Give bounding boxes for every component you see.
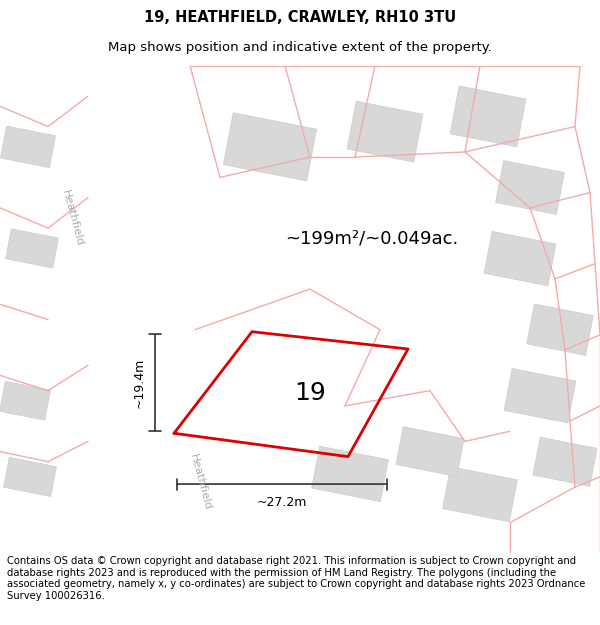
Text: Heathfield: Heathfield (188, 452, 212, 511)
Polygon shape (223, 112, 317, 181)
Polygon shape (50, 66, 155, 553)
Polygon shape (443, 467, 517, 522)
Polygon shape (533, 437, 597, 486)
Text: 19, HEATHFIELD, CRAWLEY, RH10 3TU: 19, HEATHFIELD, CRAWLEY, RH10 3TU (144, 10, 456, 25)
Polygon shape (450, 86, 526, 147)
Text: ~19.4m: ~19.4m (133, 357, 146, 408)
Polygon shape (0, 381, 50, 420)
Polygon shape (155, 66, 265, 553)
Text: 19: 19 (295, 381, 326, 404)
Polygon shape (311, 446, 388, 502)
Text: ~27.2m: ~27.2m (257, 496, 307, 509)
Polygon shape (496, 161, 565, 214)
Polygon shape (484, 231, 556, 286)
Text: Map shows position and indicative extent of the property.: Map shows position and indicative extent… (108, 41, 492, 54)
Text: Contains OS data © Crown copyright and database right 2021. This information is : Contains OS data © Crown copyright and d… (7, 556, 586, 601)
Text: Heathfield: Heathfield (59, 189, 85, 248)
Polygon shape (4, 458, 56, 496)
Polygon shape (347, 101, 423, 162)
Polygon shape (504, 369, 576, 423)
Polygon shape (527, 304, 593, 356)
Polygon shape (396, 427, 464, 476)
Polygon shape (5, 229, 58, 268)
Text: ~199m²/~0.049ac.: ~199m²/~0.049ac. (285, 229, 458, 248)
Polygon shape (1, 126, 56, 168)
